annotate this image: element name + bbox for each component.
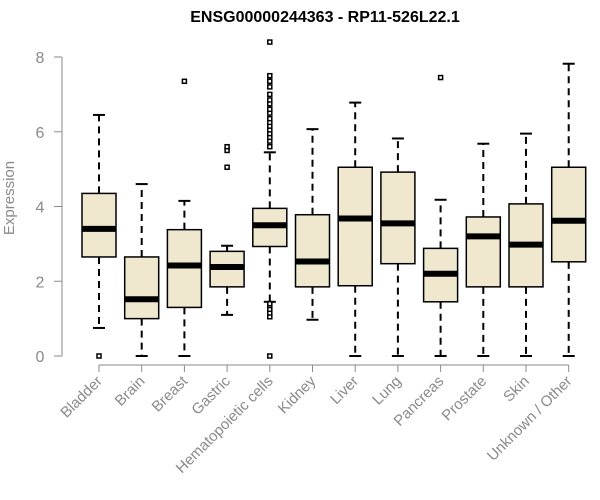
box-group-skin <box>508 132 544 357</box>
x-tick-label: Lung <box>369 373 405 409</box>
iqr-box <box>465 216 502 288</box>
box-group-liver <box>337 101 373 357</box>
x-tick-label: Liver <box>327 373 362 408</box>
y-tick-label: 8 <box>36 50 45 67</box>
y-tick-label: 2 <box>36 274 45 291</box>
box-group-prostate <box>465 142 502 357</box>
x-tick-label: Bladder <box>57 373 106 422</box>
outlier-point <box>267 143 273 150</box>
x-tick-label: Breast <box>149 372 192 415</box>
iqr-box <box>123 256 160 320</box>
iqr-box <box>380 171 416 265</box>
box-group-hematopoietic-cells <box>252 39 288 359</box>
outlier-point <box>267 300 273 307</box>
outlier-point <box>267 78 273 85</box>
axes: 0 2 4 6 8 <box>36 50 570 372</box>
box-group-gastric <box>209 143 245 316</box>
iqr-box <box>550 166 587 263</box>
box-group-pancreas <box>422 74 459 357</box>
box-group-breast <box>166 78 203 357</box>
outlier-point <box>224 143 230 150</box>
y-tick-label: 6 <box>36 125 45 142</box>
outlier-point <box>267 115 273 122</box>
outlier-point <box>181 78 188 85</box>
outlier-point <box>267 353 273 359</box>
outlier-point <box>267 97 273 103</box>
outlier-point <box>96 353 102 359</box>
iqr-box <box>81 192 117 258</box>
iqr-box <box>337 166 373 287</box>
outlier-point <box>267 91 273 98</box>
chart-title: ENSG00000244363 - RP11-526L22.1 <box>190 9 460 26</box>
outlier-point <box>224 164 230 171</box>
outlier-point <box>267 84 273 90</box>
iqr-box <box>294 213 331 288</box>
outlier-point <box>267 106 273 113</box>
box-group-kidney <box>294 128 331 321</box>
x-tick-label: Brain <box>112 373 149 410</box>
y-axis-label: Expression <box>1 161 18 235</box>
outlier-point <box>437 74 444 81</box>
box-group-unknown-other <box>550 62 587 357</box>
box-series <box>81 39 587 359</box>
outlier-point <box>267 39 273 45</box>
x-tick-label: Kidney <box>275 372 320 417</box>
y-tick-label: 0 <box>36 349 45 366</box>
x-tick-label: Skin <box>500 373 533 406</box>
box-group-lung <box>380 137 416 357</box>
outlier-point <box>267 72 273 79</box>
x-tick-label: Prostate <box>439 373 491 425</box>
box-group-brain <box>123 183 160 357</box>
y-tick-label: 4 <box>36 200 45 217</box>
box-group-bladder <box>81 113 117 359</box>
